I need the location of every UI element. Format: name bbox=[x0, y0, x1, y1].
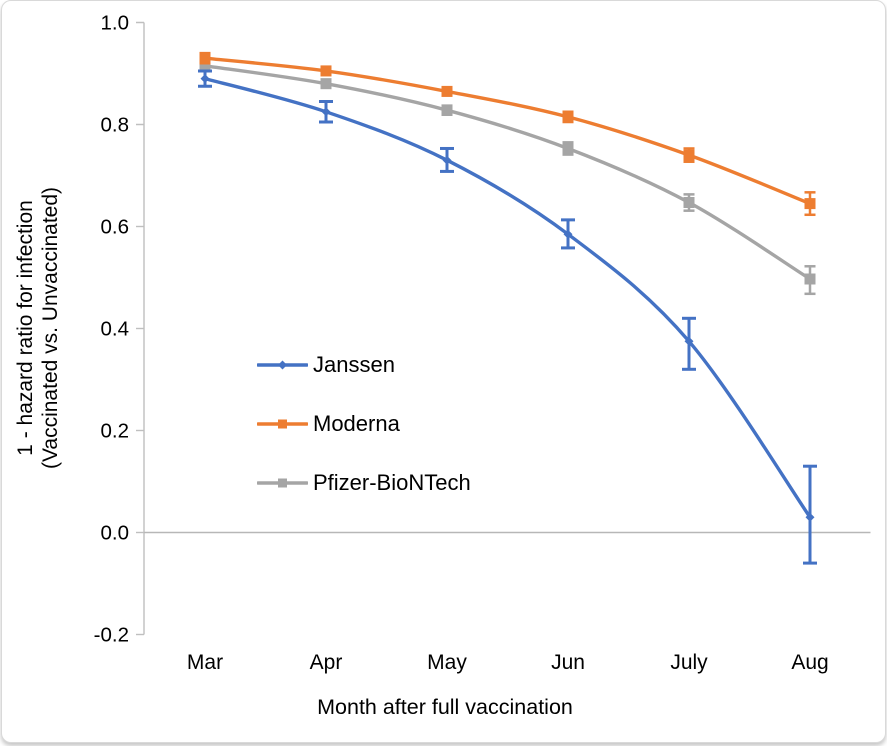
moderna-line-marker-icon bbox=[257, 416, 308, 432]
x-axis-title: Month after full vaccination bbox=[317, 695, 573, 719]
square-marker-icon bbox=[199, 60, 211, 72]
y-axis-title-line1: 1 - hazard ratio for infection bbox=[14, 200, 38, 456]
diamond-marker-icon bbox=[684, 336, 694, 346]
diamond-marker-icon bbox=[321, 107, 331, 117]
square-marker-icon bbox=[320, 65, 332, 77]
diamond-marker-icon bbox=[805, 512, 815, 522]
legend-entry-janssen: Janssen bbox=[257, 352, 395, 378]
square-marker-icon bbox=[320, 78, 332, 90]
x-tick-label: July bbox=[670, 651, 708, 674]
square-marker-icon bbox=[441, 104, 453, 116]
x-tick-label: Jun bbox=[551, 651, 585, 674]
square-marker-icon bbox=[804, 198, 816, 210]
y-tick-label: 0.8 bbox=[101, 114, 130, 137]
legend-entry-moderna: Moderna bbox=[257, 411, 400, 437]
x-tick-label: Mar bbox=[187, 651, 223, 674]
series-pfizer-biontech bbox=[199, 60, 816, 296]
y-tick-label: 0.6 bbox=[101, 216, 130, 239]
y-tick-label: 0.4 bbox=[101, 318, 130, 341]
series-line bbox=[203, 76, 812, 519]
legend-entry-pfizer: Pfizer-BioNTech bbox=[257, 470, 471, 496]
x-tick-label: May bbox=[427, 651, 467, 674]
y-tick-label: -0.2 bbox=[94, 624, 129, 647]
square-marker-icon bbox=[683, 197, 695, 208]
series-moderna bbox=[199, 51, 816, 217]
square-marker-icon bbox=[199, 52, 211, 64]
y-axis-title: 1 - hazard ratio for infection (Vaccinat… bbox=[14, 187, 64, 469]
y-tick-label: 0.0 bbox=[101, 522, 130, 545]
x-tick-label: Apr bbox=[310, 651, 343, 674]
legend-label: Moderna bbox=[313, 411, 400, 436]
series-line bbox=[203, 64, 812, 281]
series-line bbox=[203, 56, 812, 206]
pfizer-line-marker-icon bbox=[257, 475, 308, 491]
legend-label: Janssen bbox=[313, 352, 395, 377]
square-marker-icon bbox=[562, 143, 574, 154]
y-tick-label: 1.0 bbox=[101, 12, 130, 35]
legend-label: Pfizer-BioNTech bbox=[313, 470, 471, 495]
square-marker-icon bbox=[683, 149, 695, 161]
diamond-marker-icon bbox=[200, 74, 210, 84]
square-marker-icon bbox=[804, 273, 816, 285]
y-axis-title-line2: (Vaccinated vs. Unvaccinated) bbox=[39, 186, 62, 470]
y-tick-label: 0.2 bbox=[101, 420, 130, 443]
series-janssen bbox=[198, 69, 817, 565]
square-marker-icon bbox=[562, 111, 574, 123]
janssen-line-marker-icon bbox=[257, 357, 308, 373]
square-marker-icon bbox=[441, 85, 453, 97]
x-tick-label: Aug bbox=[791, 651, 828, 674]
diamond-marker-icon bbox=[563, 229, 573, 239]
diamond-marker-icon bbox=[442, 155, 452, 165]
